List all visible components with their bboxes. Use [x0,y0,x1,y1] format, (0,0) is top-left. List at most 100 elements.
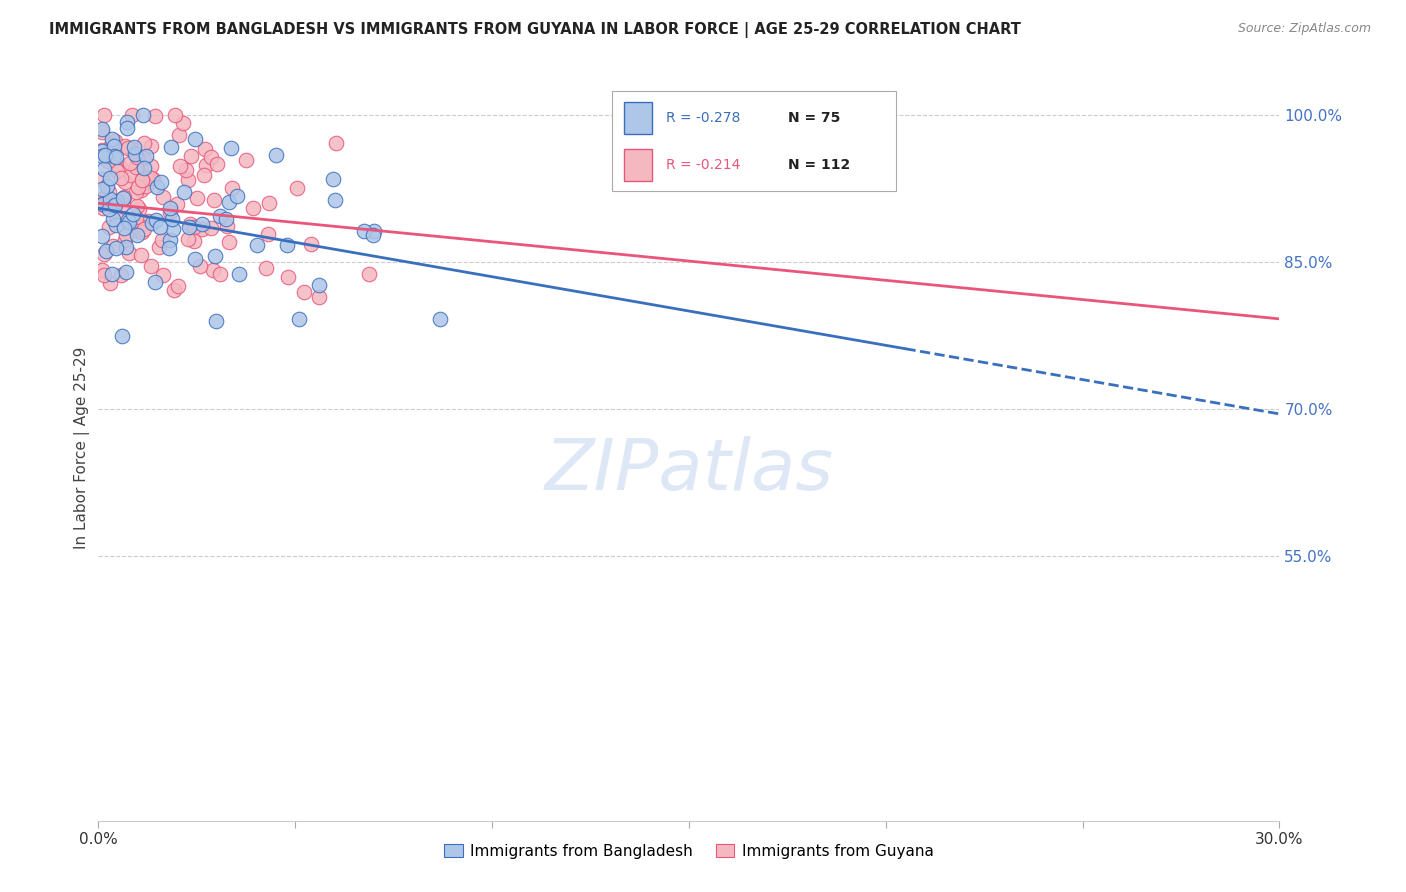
Point [363,224,385,238]
Point [91,182,114,196]
Point [122,207,145,221]
Point [98,276,121,290]
Point [120,213,142,227]
Point [104,134,127,148]
Point [120,141,142,155]
Point [325,193,347,207]
Point [120,168,142,182]
Point [169,159,191,173]
Point [145,212,167,227]
Point [157,241,180,255]
Point [139,138,162,153]
Point [127,179,149,194]
Point [91,149,114,163]
Point [167,128,190,142]
Point [142,172,165,186]
Point [125,161,148,175]
Point [124,147,146,161]
Point [97,186,120,200]
Point [112,191,135,205]
Point [174,162,197,177]
Point [128,202,150,217]
Point [159,205,181,219]
Point [129,248,152,262]
Point [129,183,152,197]
Point [363,228,385,243]
Point [104,241,127,255]
Point [127,199,149,213]
Point [159,202,181,216]
Point [103,148,125,162]
Point [135,178,157,193]
Point [221,181,243,195]
Point [132,108,155,122]
Point [91,202,114,216]
Point [191,217,214,231]
Point [103,139,125,153]
Point [149,220,172,235]
Point [191,221,214,235]
Point [97,220,120,235]
Point [205,157,228,171]
Point [218,235,240,249]
Point [91,196,114,211]
Point [127,224,149,238]
Point [159,139,181,153]
Point [105,212,128,227]
Point [184,252,207,266]
Point [257,195,280,210]
Point [101,239,124,253]
Point [235,153,257,168]
Point [308,290,330,304]
Point [94,244,117,258]
Point [134,222,156,236]
Point [114,265,136,279]
Point [215,211,238,226]
Point [117,141,139,155]
Point [136,214,159,228]
Point [91,145,114,159]
Point [167,278,190,293]
Text: ZIPatlas: ZIPatlas [544,436,834,505]
Point [194,142,217,156]
Point [149,175,172,189]
Point [357,267,380,281]
Point [104,150,127,164]
Point [125,186,148,200]
Point [111,328,134,343]
Point [114,174,136,188]
Point [163,283,186,297]
Point [308,277,330,292]
Point [132,161,155,175]
Point [112,190,135,204]
Point [162,221,184,235]
Point [103,198,125,212]
Point [100,137,122,152]
Point [114,139,136,153]
Point [184,132,207,146]
Point [160,211,183,226]
Point [134,175,156,189]
Point [115,115,138,129]
Point [188,259,211,273]
Point [202,193,225,207]
Point [91,262,114,277]
Point [104,218,127,232]
Point [180,149,202,163]
Point [325,136,347,150]
Point [100,171,122,186]
Point [277,269,299,284]
Point [91,171,114,186]
Point [221,140,243,154]
Point [118,155,141,169]
Point [163,108,186,122]
Point [228,268,250,282]
Point [101,211,124,226]
Point [276,238,298,252]
Point [242,202,264,216]
Point [125,150,148,164]
Point [257,227,280,242]
Point [292,285,315,299]
Point [143,109,166,123]
Point [118,215,141,229]
